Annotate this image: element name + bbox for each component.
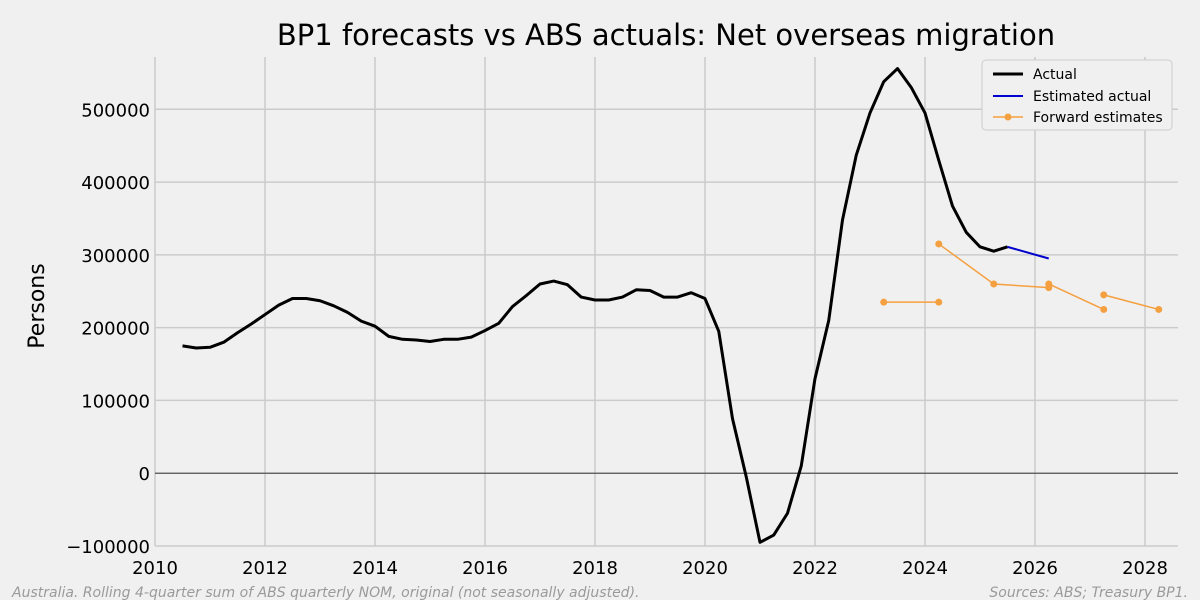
x-tick-label: 2018	[572, 558, 618, 579]
series-line-actual	[182, 67, 1008, 544]
legend: Actual Estimated actual Forward estimate…	[981, 59, 1173, 131]
chart-title: BP1 forecasts vs ABS actuals: Net overse…	[277, 18, 1055, 52]
y-tick-label: 0	[139, 464, 150, 485]
series-layer	[182, 67, 1163, 544]
series-line-forward-estimates	[1103, 294, 1159, 311]
y-tick-label: −100000	[66, 537, 150, 558]
y-tick-label: 100000	[81, 391, 150, 412]
x-tick-label: 2010	[132, 558, 178, 579]
x-tick-label: 2022	[792, 558, 838, 579]
footnote-left: Australia. Rolling 4-quarter sum of ABS …	[11, 585, 639, 600]
y-tick-label: 300000	[81, 246, 150, 267]
legend-marker-forward-estimates	[1004, 113, 1012, 121]
y-tick-label: 500000	[81, 100, 150, 121]
footnote-right: Sources: ABS; Treasury BP1.	[989, 585, 1188, 600]
legend-box	[981, 59, 1173, 131]
x-tick-label: 2012	[242, 558, 288, 579]
x-tick-label: 2016	[462, 558, 508, 579]
forward-estimate-point	[935, 240, 943, 248]
forward-estimate-point	[880, 298, 888, 306]
legend-label-forward-estimates: Forward estimates	[1033, 110, 1163, 126]
y-axis-label: Persons	[25, 263, 50, 348]
forward-estimate-point	[990, 280, 998, 288]
x-tick-label: 2028	[1122, 558, 1168, 579]
series-line-forward-estimates	[1048, 283, 1105, 311]
forward-estimate-point	[1045, 280, 1053, 288]
legend-label-estimated-actual: Estimated actual	[1033, 89, 1151, 105]
y-tick-label: 200000	[81, 319, 150, 340]
series-line-estimated-actual	[1007, 245, 1050, 260]
x-tick-label: 2024	[902, 558, 948, 579]
x-tick-label: 2026	[1012, 558, 1058, 579]
legend-label-actual: Actual	[1033, 67, 1077, 83]
y-tick-label: 400000	[81, 173, 150, 194]
forward-estimate-point	[1100, 291, 1108, 299]
x-tick-label: 2014	[352, 558, 398, 579]
forward-estimate-point	[1100, 305, 1108, 313]
forward-estimate-point	[935, 298, 943, 306]
x-tick-labels: 2010 2012 2014 2016 2018 2020 2022 2024 2026 2028	[132, 558, 1168, 579]
x-tick-label: 2020	[682, 558, 728, 579]
forward-estimate-point	[1155, 305, 1163, 313]
y-tick-labels: −100000 0 100000 200000 300000 400000 500000	[66, 100, 150, 558]
